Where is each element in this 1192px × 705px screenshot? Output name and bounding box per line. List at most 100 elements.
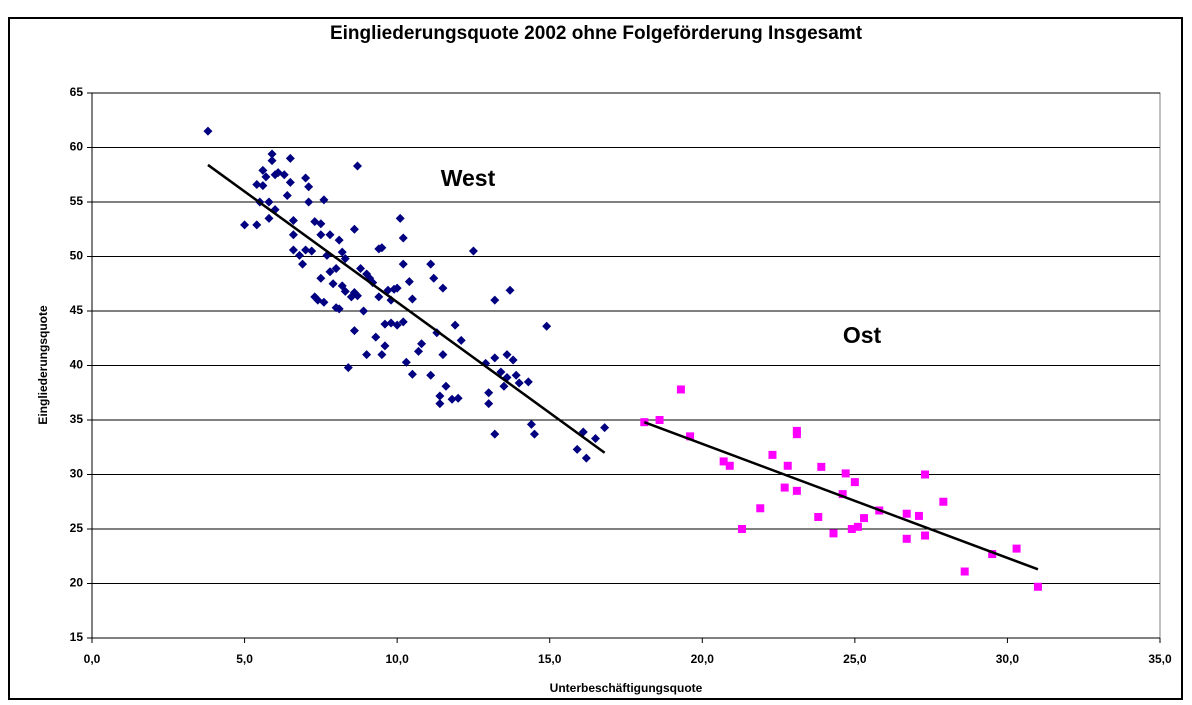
x-tick-label: 20,0 — [691, 652, 715, 666]
point — [542, 321, 552, 331]
y-tick-label: 20 — [70, 576, 84, 590]
point — [1012, 544, 1021, 553]
point — [398, 317, 408, 327]
point — [252, 220, 262, 230]
trendline — [643, 421, 1039, 571]
point — [316, 219, 326, 229]
point — [377, 350, 387, 360]
point — [490, 429, 500, 439]
point — [319, 297, 329, 307]
trendline — [207, 163, 606, 454]
chart-title: Eingliederungsquote 2002 ohne Folgeförde… — [330, 23, 863, 44]
point — [337, 247, 347, 257]
point — [374, 292, 384, 302]
point — [404, 277, 414, 287]
point — [414, 346, 424, 356]
point — [356, 263, 366, 273]
point — [352, 291, 362, 301]
point — [600, 423, 610, 433]
point — [319, 195, 329, 205]
y-tick-label: 35 — [70, 412, 84, 426]
point — [352, 161, 362, 171]
point — [435, 399, 445, 409]
point — [768, 450, 777, 459]
point — [264, 213, 274, 223]
point — [258, 165, 268, 175]
y-tick-label: 60 — [70, 140, 84, 154]
point — [288, 245, 298, 255]
point — [921, 531, 930, 540]
point — [817, 462, 826, 471]
point — [240, 220, 250, 230]
point — [514, 378, 524, 388]
point — [860, 514, 869, 523]
point — [304, 182, 314, 192]
point — [343, 363, 353, 373]
point — [902, 534, 911, 543]
point — [529, 429, 539, 439]
point — [780, 483, 789, 492]
x-tick-label: 25,0 — [843, 652, 867, 666]
point — [686, 432, 695, 441]
point — [392, 320, 402, 330]
x-tick-label: 0,0 — [84, 652, 101, 666]
point — [438, 350, 448, 360]
point — [756, 504, 765, 513]
x-tick-label: 5,0 — [236, 652, 253, 666]
point — [508, 355, 518, 365]
point — [441, 381, 451, 391]
point — [252, 180, 262, 190]
point — [523, 377, 533, 387]
point — [334, 304, 344, 314]
point — [484, 388, 494, 398]
point — [792, 486, 801, 495]
point — [359, 306, 369, 316]
point — [288, 216, 298, 226]
y-tick-label: 45 — [70, 303, 84, 317]
point — [468, 246, 478, 256]
series-label: Ost — [843, 322, 882, 348]
point — [264, 197, 274, 207]
point — [456, 335, 466, 345]
point — [398, 233, 408, 243]
point — [490, 295, 500, 305]
point — [581, 453, 591, 463]
point — [380, 341, 390, 351]
point — [783, 461, 792, 470]
point — [377, 243, 387, 253]
point — [380, 319, 390, 329]
point — [450, 320, 460, 330]
point — [362, 350, 372, 360]
y-tick-label: 40 — [70, 358, 84, 372]
point — [301, 245, 311, 255]
point — [435, 391, 445, 401]
point — [407, 294, 417, 304]
point — [939, 497, 948, 506]
x-tick-label: 30,0 — [996, 652, 1020, 666]
point — [267, 156, 277, 166]
x-tick-label: 15,0 — [538, 652, 562, 666]
point — [203, 126, 213, 136]
point — [841, 469, 850, 478]
point — [719, 457, 728, 466]
point — [301, 173, 311, 183]
point — [426, 370, 436, 380]
y-tick-label: 50 — [70, 249, 84, 263]
point — [279, 170, 289, 180]
y-tick-label: 55 — [70, 194, 84, 208]
point — [282, 190, 292, 200]
point — [288, 230, 298, 240]
point — [590, 434, 600, 444]
point — [395, 213, 405, 223]
point — [676, 385, 685, 394]
point — [572, 444, 582, 454]
y-tick-label: 65 — [70, 85, 84, 99]
point — [505, 285, 515, 295]
point — [267, 149, 277, 159]
point — [447, 394, 457, 404]
y-axis-title: Eingliederungsquote — [36, 305, 50, 425]
point — [814, 513, 823, 522]
x-tick-label: 35,0 — [1148, 652, 1172, 666]
point — [914, 511, 923, 520]
